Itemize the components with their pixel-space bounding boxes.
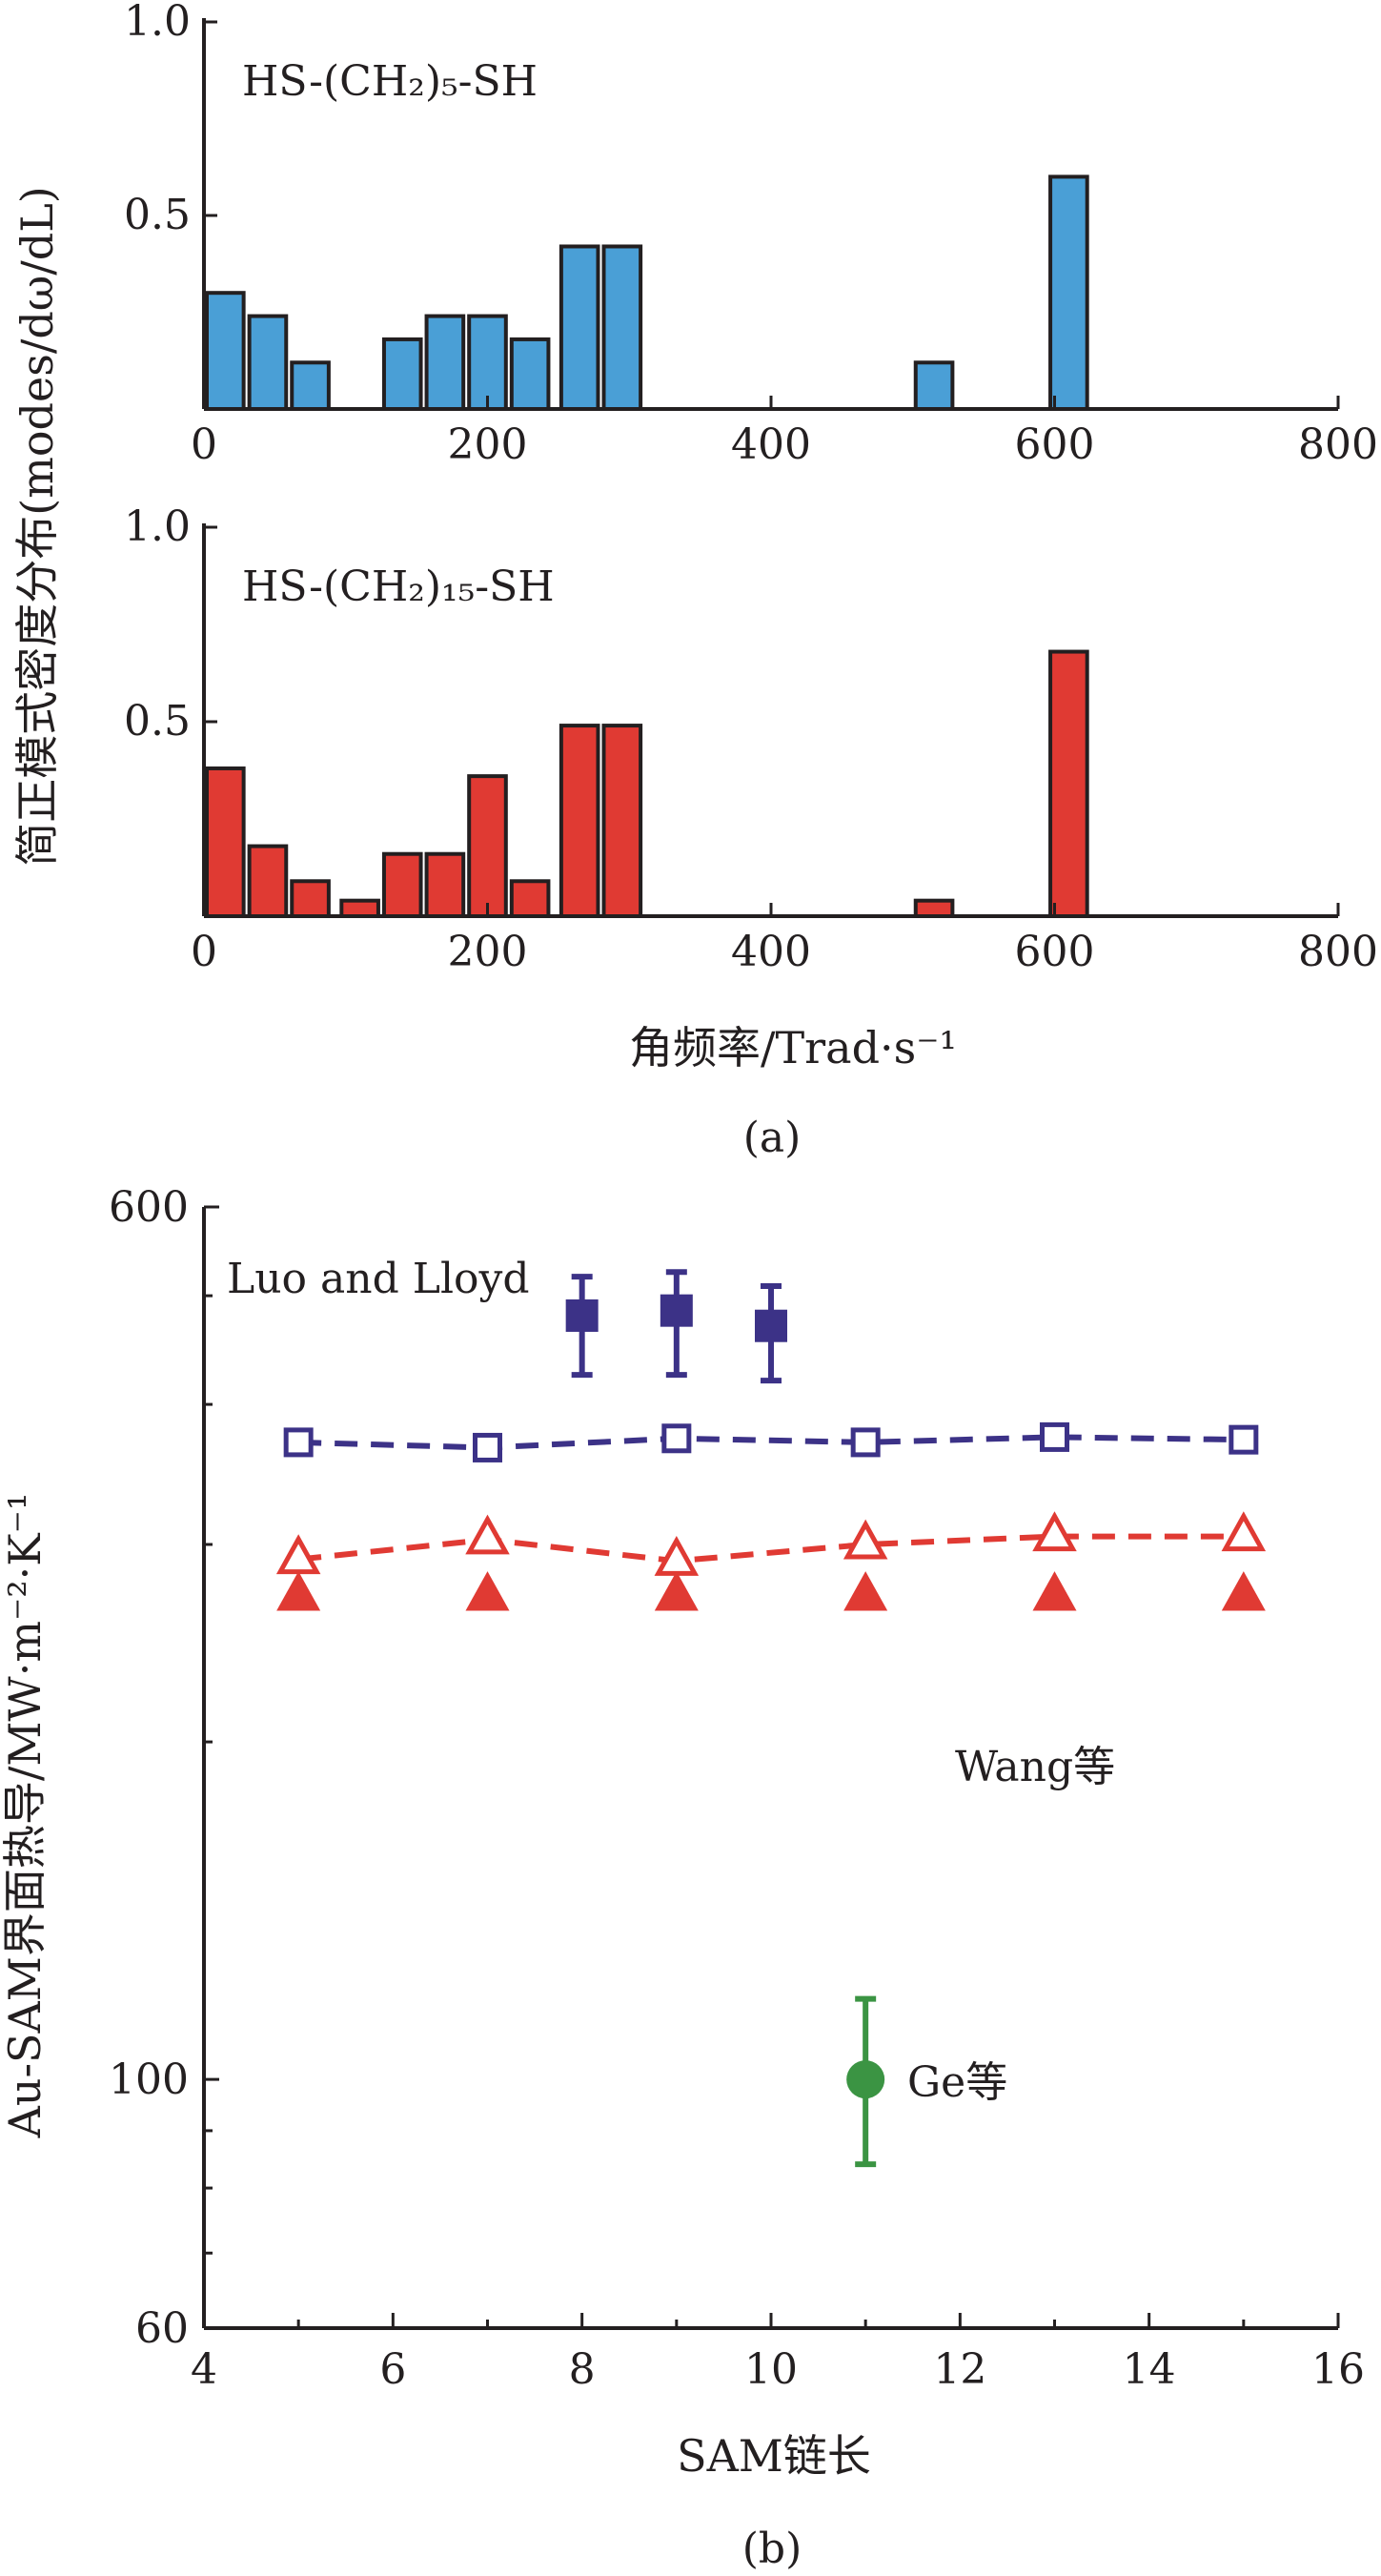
bottom-bar — [205, 766, 246, 919]
bottom-bar — [467, 774, 508, 918]
panel-a-bottom-chart: 0 200 400 600 800 0.5 1.0 HS-(CH₂)₁₅-SH — [124, 502, 1378, 976]
series-0-point — [660, 1294, 693, 1327]
annotation-hs-ch2-15-sh: HS-(CH₂)₁₅-SH — [242, 562, 555, 611]
b-x-tick-label: 12 — [933, 2345, 986, 2394]
b-x-tick-label: 8 — [569, 2345, 596, 2394]
series-1-point — [661, 1423, 692, 1454]
panel-a-top-chart: 0 200 400 600 800 0.5 1.0 HS-(CH₂)₅-SH — [124, 0, 1378, 469]
series-1-point — [1040, 1421, 1069, 1452]
series-3-point — [465, 1571, 510, 1611]
b-y-tick-label: 100 — [109, 2055, 189, 2104]
annotation-hs-ch2-5-sh: HS-(CH₂)₅-SH — [242, 57, 538, 106]
series-3-point — [276, 1571, 321, 1611]
top-x-tick-label: 0 — [191, 420, 217, 469]
top-x-tick-label: 400 — [731, 420, 811, 469]
series-4-point — [846, 2060, 885, 2099]
panel-b-y-axis-label: Au-SAM界面热导/MW·m⁻²·K⁻¹ — [0, 1493, 51, 2139]
top-bar — [290, 360, 331, 411]
bottom-bar — [601, 724, 643, 919]
legend-ge: Ge等 — [907, 2058, 1007, 2107]
b-x-tick-label: 4 — [191, 2345, 217, 2394]
top-bar — [381, 337, 423, 412]
series-3-point — [654, 1571, 699, 1611]
top-bar — [424, 314, 466, 411]
b-x-tick-label: 10 — [744, 2345, 798, 2394]
series-1-point — [473, 1432, 502, 1462]
b-x-tick-label: 6 — [379, 2345, 406, 2394]
top-x-tick-label: 200 — [448, 420, 528, 469]
bottom-x-tick-label: 200 — [448, 928, 528, 976]
top-bar — [601, 244, 643, 412]
series-0-point — [565, 1298, 599, 1332]
panel-b-caption: (b) — [742, 2525, 802, 2573]
panel-b-x-axis-label: SAM链长 — [677, 2430, 871, 2482]
series-0-point — [755, 1309, 787, 1342]
top-x-tick-label: 800 — [1298, 420, 1378, 469]
series-3-point — [843, 1571, 888, 1611]
bottom-x-tick-label: 0 — [191, 928, 217, 976]
bottom-y-tick-label: 1.0 — [124, 502, 191, 551]
b-y-tick-label: 60 — [135, 2304, 189, 2353]
top-bar — [509, 337, 551, 412]
bottom-bar — [339, 898, 380, 918]
series-2-line — [297, 1533, 1244, 1564]
series-1-line — [298, 1434, 1244, 1451]
top-bar — [1048, 174, 1089, 411]
bottom-bar — [381, 851, 423, 918]
series-2-point — [1032, 1511, 1077, 1552]
bottom-x-tick-label: 600 — [1015, 928, 1095, 976]
bottom-bar — [247, 844, 289, 918]
panel-a-x-axis-label: 角频率/Trad·s⁻¹ — [629, 1022, 957, 1073]
series-3-point — [1032, 1571, 1077, 1611]
bottom-bar — [558, 724, 600, 919]
bottom-x-tick-label: 800 — [1298, 928, 1378, 976]
bottom-bar — [913, 898, 955, 918]
series-1-point — [283, 1427, 314, 1458]
top-bar — [558, 244, 600, 412]
bottom-bar — [424, 851, 466, 918]
series-1-point — [1229, 1424, 1259, 1455]
b-y-tick-label: 600 — [109, 1183, 189, 1232]
bottom-y-tick-label: 0.5 — [124, 697, 191, 746]
legend-luo-and-lloyd: Luo and Lloyd — [227, 1255, 530, 1303]
b-x-tick-label: 16 — [1311, 2345, 1365, 2394]
top-bar — [913, 360, 955, 411]
b-x-tick-label: 14 — [1123, 2345, 1176, 2394]
top-y-tick-label: 1.0 — [124, 0, 191, 46]
bottom-bar — [1048, 649, 1089, 918]
bottom-bar — [290, 879, 331, 919]
panel-a-caption: (a) — [743, 1114, 802, 1162]
bottom-bar — [509, 879, 551, 919]
series-2-point — [843, 1519, 888, 1560]
series-3-point — [1221, 1571, 1266, 1611]
top-y-tick-label: 0.5 — [124, 191, 191, 239]
top-bar — [205, 291, 246, 412]
series-2-point — [1221, 1511, 1267, 1552]
series-2-point — [465, 1514, 510, 1555]
top-bar — [467, 314, 508, 411]
top-x-tick-label: 600 — [1015, 420, 1095, 469]
series-1-point — [850, 1427, 881, 1458]
legend-wang: Wang等 — [955, 1743, 1115, 1791]
top-bar — [247, 314, 289, 411]
bottom-x-tick-label: 400 — [731, 928, 811, 976]
panel-a-y-axis-label: 简正模式密度分布(modes/dω/dL) — [11, 186, 63, 866]
